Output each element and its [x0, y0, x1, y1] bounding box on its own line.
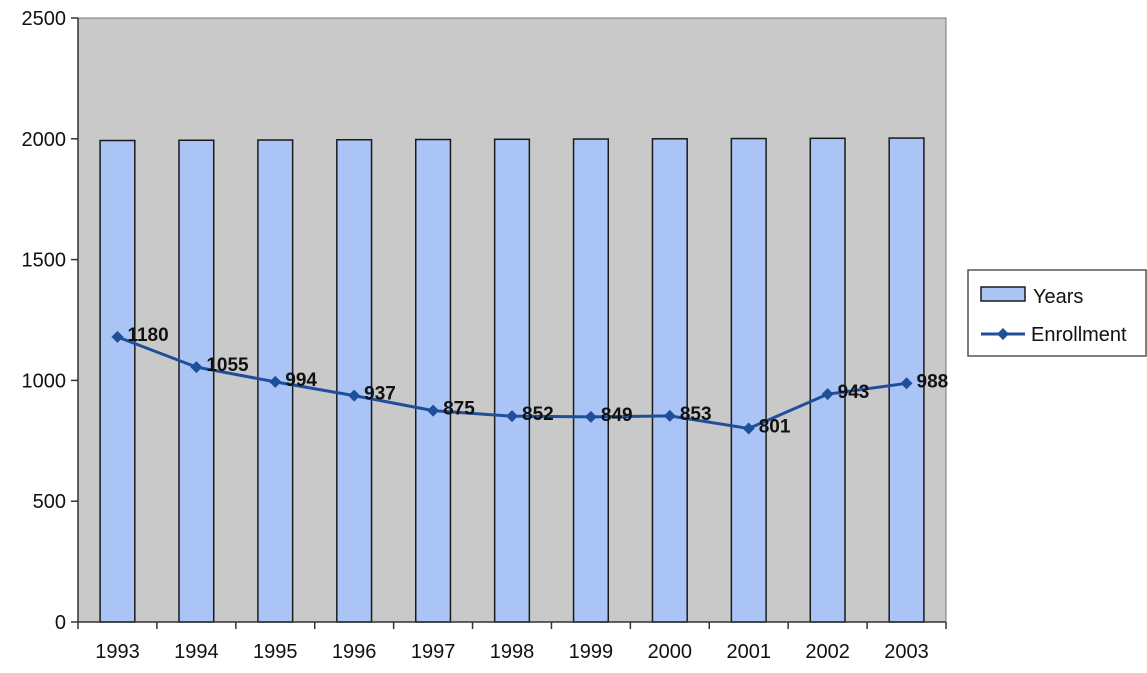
- x-tick-label: 1999: [569, 641, 614, 663]
- legend-label-enrollment: Enrollment: [1031, 324, 1127, 346]
- data-label-enrollment: 988: [917, 371, 949, 392]
- data-label-enrollment: 852: [522, 404, 554, 425]
- x-tick-label: 1993: [95, 641, 140, 663]
- bar-years: [493, 138, 531, 623]
- legend-box: [967, 269, 1147, 357]
- data-label-enrollment: 875: [443, 399, 475, 420]
- x-tick-label: 1996: [332, 641, 377, 663]
- x-tick-label: 2003: [884, 641, 929, 663]
- legend-label-years: Years: [1033, 286, 1083, 308]
- data-label-enrollment: 937: [364, 384, 396, 405]
- y-tick-label: 1500: [22, 250, 67, 272]
- point-enrollment: [506, 410, 518, 423]
- bar-years: [730, 137, 767, 623]
- point-enrollment: [584, 410, 597, 423]
- y-tick-label: 2000: [22, 129, 67, 151]
- y-tick-label: 0: [55, 612, 66, 634]
- x-tick-label: 1994: [174, 641, 219, 663]
- bar-years: [336, 139, 373, 623]
- x-tick-label: 2002: [805, 641, 850, 663]
- x-tick-label: 1998: [490, 641, 535, 663]
- x-tick-label: 1997: [411, 641, 456, 663]
- point-enrollment: [111, 330, 124, 343]
- x-tick-label: 2000: [648, 641, 693, 663]
- y-tick-label: 500: [33, 491, 66, 513]
- point-enrollment: [821, 388, 834, 401]
- bar-years: [572, 138, 610, 623]
- data-label-enrollment: 943: [838, 382, 870, 403]
- legend-swatch-years: [980, 286, 1026, 302]
- bar-years: [99, 139, 136, 623]
- data-label-enrollment: 853: [680, 404, 712, 425]
- data-label-enrollment: 849: [601, 405, 633, 426]
- x-tick-label: 2001: [726, 641, 771, 663]
- point-enrollment: [900, 377, 913, 390]
- point-enrollment: [427, 404, 440, 417]
- legend-marker-enrollment: [997, 328, 1009, 340]
- y-tick-label: 2500: [22, 8, 67, 30]
- data-label-enrollment: 801: [759, 416, 791, 437]
- bar-years: [651, 138, 688, 623]
- x-tick-label: 1995: [253, 641, 298, 663]
- bar-years: [178, 139, 215, 623]
- legend: Years Enrollment: [967, 269, 1147, 357]
- data-label-enrollment: 1055: [206, 355, 249, 376]
- bar-years: [809, 137, 846, 623]
- bar-years: [414, 138, 452, 623]
- point-enrollment: [190, 361, 203, 374]
- point-enrollment: [348, 389, 361, 402]
- point-enrollment: [269, 375, 282, 388]
- data-label-enrollment: 1180: [127, 325, 168, 346]
- y-tick-label: 1000: [22, 370, 67, 392]
- point-enrollment: [663, 409, 676, 422]
- data-label-enrollment: 994: [285, 370, 317, 391]
- point-enrollment: [742, 422, 755, 435]
